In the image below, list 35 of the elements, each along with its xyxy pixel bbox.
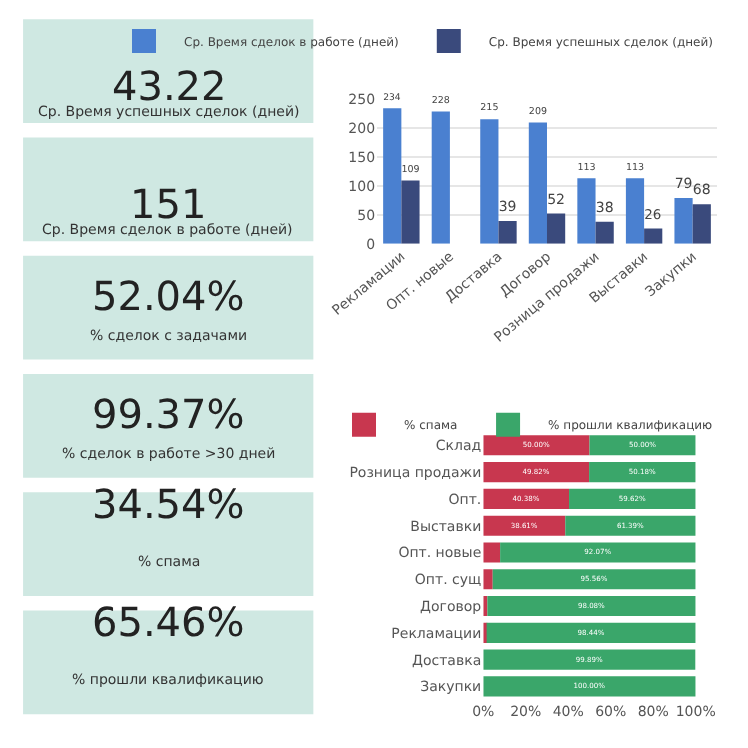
bar <box>492 569 696 590</box>
text: 43.22 <box>112 62 227 110</box>
bar <box>500 542 696 563</box>
bar <box>480 119 499 244</box>
bar <box>487 596 696 617</box>
bar <box>625 178 645 244</box>
bar <box>483 515 566 536</box>
bar <box>483 435 590 456</box>
bar <box>644 228 663 244</box>
bar <box>483 649 696 670</box>
bar <box>483 462 590 483</box>
bar <box>528 122 547 244</box>
bar <box>483 542 501 563</box>
bar <box>674 197 693 244</box>
text: 52.04% <box>92 272 245 320</box>
bar <box>401 180 420 244</box>
bar <box>383 108 402 244</box>
bar <box>547 213 566 244</box>
text: 34.54% <box>92 480 245 528</box>
bar <box>589 435 696 456</box>
bar <box>498 221 517 244</box>
bar <box>692 204 711 244</box>
bar <box>595 221 614 244</box>
bar <box>483 676 696 697</box>
bar <box>565 515 696 536</box>
bar <box>577 178 596 244</box>
bar <box>486 622 696 643</box>
text: 65.46% <box>92 598 245 646</box>
bar <box>431 111 450 244</box>
text: 99.37% <box>92 390 245 438</box>
bar <box>483 488 570 509</box>
bar <box>483 569 493 590</box>
text: 151 <box>130 180 207 228</box>
bar <box>569 488 696 509</box>
bar <box>589 462 696 483</box>
